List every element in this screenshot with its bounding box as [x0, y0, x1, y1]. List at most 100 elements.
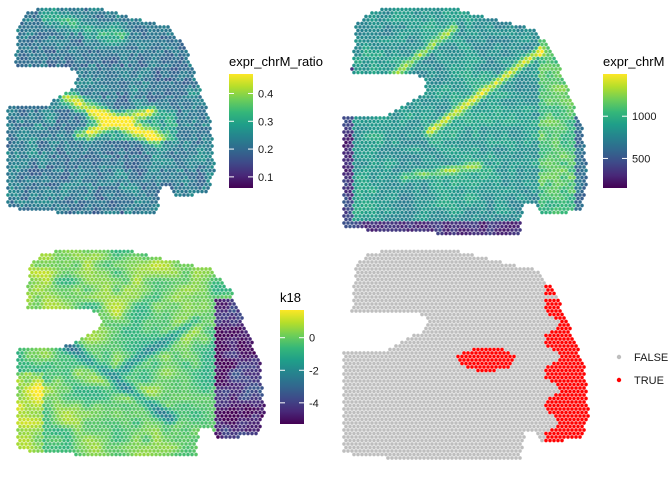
spot [62, 199, 67, 204]
spot [471, 84, 476, 89]
spot [126, 123, 131, 128]
spot [145, 116, 150, 121]
spot [451, 154, 456, 159]
spot [139, 210, 144, 215]
spot [122, 32, 127, 37]
spot [141, 123, 146, 128]
spot [528, 168, 533, 173]
spot [507, 56, 512, 61]
spot [357, 67, 362, 72]
spot [550, 60, 555, 65]
spot [118, 95, 123, 100]
spot [120, 210, 125, 215]
spot [116, 28, 121, 33]
spot [116, 91, 121, 96]
spot [443, 42, 448, 47]
spot [467, 84, 472, 89]
spot [391, 112, 396, 117]
spot [582, 171, 587, 176]
spot [46, 164, 51, 169]
spot [98, 185, 103, 190]
spot [530, 67, 535, 72]
spot [415, 21, 420, 26]
spot [137, 60, 142, 65]
spot [92, 21, 97, 26]
spot [68, 126, 73, 131]
spot [167, 49, 172, 54]
spot [417, 74, 422, 79]
spot [427, 91, 432, 96]
spot [455, 14, 460, 19]
spot [159, 70, 164, 75]
spot [76, 119, 81, 124]
spot [205, 116, 210, 121]
spot [165, 88, 170, 93]
spot [70, 60, 75, 65]
spot [485, 32, 490, 37]
spot [157, 102, 162, 107]
spot [463, 161, 468, 166]
spot [465, 74, 470, 79]
spot [88, 126, 93, 131]
spot [371, 154, 376, 159]
spot [72, 147, 77, 152]
spot [98, 81, 103, 86]
spot [110, 60, 115, 65]
spot [453, 150, 458, 155]
spot [379, 7, 384, 12]
spot [108, 91, 113, 96]
spot [129, 150, 134, 155]
spot [133, 143, 138, 148]
spot [429, 171, 434, 176]
spot [112, 154, 117, 159]
spot [68, 7, 73, 12]
spot [139, 42, 144, 47]
spot [409, 123, 414, 128]
spot [536, 35, 541, 40]
spot [64, 42, 69, 47]
spot [88, 189, 93, 194]
spot [397, 10, 402, 15]
spot [507, 175, 512, 180]
spot [401, 24, 406, 29]
spot [135, 84, 140, 89]
spot [435, 56, 440, 61]
spot [114, 88, 119, 93]
spot [92, 112, 97, 117]
spot [524, 42, 529, 47]
spot [407, 147, 412, 152]
spot [118, 116, 123, 121]
spot [141, 102, 146, 107]
spot [76, 126, 81, 131]
spot [191, 112, 196, 117]
spot [433, 53, 438, 58]
spot [36, 126, 41, 131]
spot [399, 154, 404, 159]
spot [459, 147, 464, 152]
spot [74, 46, 79, 51]
spot [495, 49, 500, 54]
spot [122, 171, 127, 176]
spot [361, 178, 366, 183]
spot [122, 81, 127, 86]
spot [179, 175, 184, 180]
spot [507, 84, 512, 89]
spot [129, 192, 134, 197]
spot [463, 70, 468, 75]
spot [467, 161, 472, 166]
spot [104, 154, 109, 159]
spot [66, 46, 71, 51]
spot [463, 133, 468, 138]
spot [34, 24, 39, 29]
spot [570, 157, 575, 162]
spot [574, 143, 579, 148]
spot [447, 28, 452, 33]
spot [570, 164, 575, 169]
spot [391, 154, 396, 159]
spot [203, 105, 208, 110]
spot [74, 81, 79, 86]
spot [463, 168, 468, 173]
spot [505, 74, 510, 79]
spot [514, 81, 519, 86]
spot [377, 143, 382, 148]
